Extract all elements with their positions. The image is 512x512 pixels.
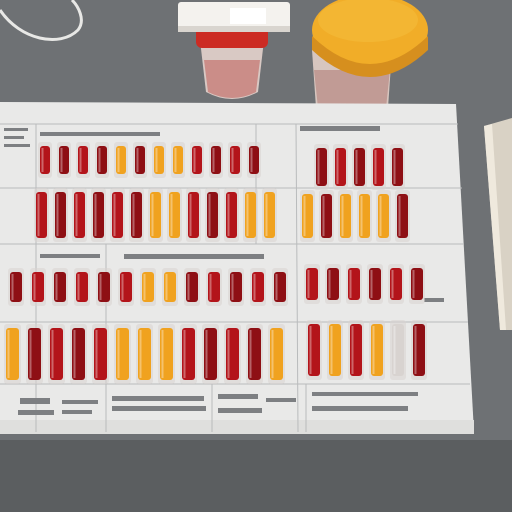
tube-35 [228, 268, 244, 306]
tube-24 [262, 188, 277, 242]
tube-17 [129, 188, 144, 242]
tube-38 [4, 324, 21, 384]
tube-56 [300, 190, 315, 242]
tube-10 [228, 142, 242, 178]
tube-54 [371, 144, 386, 190]
tube-26 [30, 268, 46, 306]
tube-4 [114, 142, 128, 178]
side-card [484, 118, 512, 330]
tube-28 [74, 268, 90, 306]
tube-67 [409, 264, 425, 304]
tube-51 [314, 144, 329, 190]
tube-0 [38, 142, 52, 178]
tube-33 [184, 268, 200, 306]
tube-27 [52, 268, 68, 306]
tube-57 [319, 190, 334, 242]
tube-6 [152, 142, 166, 178]
specimen-cup-right [312, 0, 428, 117]
tube-20 [186, 188, 201, 242]
tube-grid [4, 142, 427, 384]
tube-29 [96, 268, 112, 306]
tube-15 [91, 188, 106, 242]
tube-12 [34, 188, 49, 242]
tube-70 [348, 320, 364, 380]
tube-14 [72, 188, 87, 242]
specimen-cup-left [178, 2, 290, 99]
tube-8 [190, 142, 204, 178]
tube-7 [171, 142, 185, 178]
tube-53 [352, 144, 367, 190]
tube-32 [162, 268, 178, 306]
table-front-shadow [0, 440, 512, 512]
tube-22 [224, 188, 239, 242]
tube-68 [306, 320, 322, 380]
tube-72 [390, 320, 406, 380]
tube-43 [114, 324, 131, 384]
tube-52 [333, 144, 348, 190]
tube-39 [26, 324, 43, 384]
tube-65 [367, 264, 383, 304]
tube-49 [246, 324, 263, 384]
tube-18 [148, 188, 163, 242]
tube-45 [158, 324, 175, 384]
tube-31 [140, 268, 156, 306]
tube-23 [243, 188, 258, 242]
tube-55 [390, 144, 405, 190]
tube-37 [272, 268, 288, 306]
tube-46 [180, 324, 197, 384]
tube-63 [325, 264, 341, 304]
tube-3 [95, 142, 109, 178]
tube-50 [268, 324, 285, 384]
tube-41 [70, 324, 87, 384]
tube-36 [250, 268, 266, 306]
tube-16 [110, 188, 125, 242]
tube-21 [205, 188, 220, 242]
tube-2 [76, 142, 90, 178]
tube-66 [388, 264, 404, 304]
tube-40 [48, 324, 65, 384]
tube-30 [118, 268, 134, 306]
cable [0, 0, 83, 42]
tube-62 [304, 264, 320, 304]
tube-5 [133, 142, 147, 178]
tube-59 [357, 190, 372, 242]
tube-60 [376, 190, 391, 242]
tube-64 [346, 264, 362, 304]
tube-48 [224, 324, 241, 384]
tube-11 [247, 142, 261, 178]
tube-25 [8, 268, 24, 306]
tube-9 [209, 142, 223, 178]
tube-61 [395, 190, 410, 242]
tube-73 [411, 320, 427, 380]
tube-69 [327, 320, 343, 380]
tube-47 [202, 324, 219, 384]
tube-44 [136, 324, 153, 384]
tube-42 [92, 324, 109, 384]
tube-13 [53, 188, 68, 242]
tube-71 [369, 320, 385, 380]
tube-19 [167, 188, 182, 242]
tube-34 [206, 268, 222, 306]
tube-1 [57, 142, 71, 178]
tube-58 [338, 190, 353, 242]
